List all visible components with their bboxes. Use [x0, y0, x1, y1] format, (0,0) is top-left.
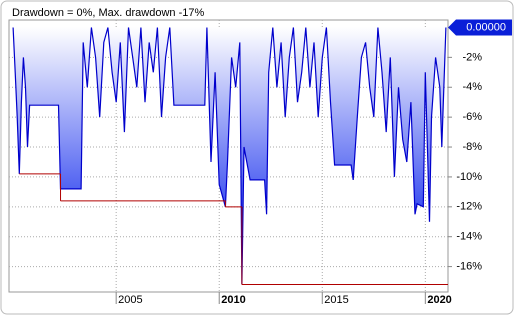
last-value-label: 0.00000	[466, 21, 506, 33]
y-tick-label: -4%	[462, 81, 482, 93]
y-tick-label: -6%	[462, 111, 482, 123]
y-tick-label: -16%	[456, 260, 482, 272]
chart-title: Drawdown = 0%, Max. drawdown -17%	[12, 7, 204, 19]
x-tick-label: 2015	[324, 294, 348, 306]
y-tick-label: -14%	[456, 231, 482, 243]
y-tick-label: -2%	[462, 51, 482, 63]
x-tick-label: 2020	[427, 294, 451, 306]
last-value-box	[448, 19, 512, 36]
x-tick-label: 2005	[118, 294, 142, 306]
y-tick-label: -8%	[462, 141, 482, 153]
y-tick-label: -10%	[456, 171, 482, 183]
drawdown-line	[12, 27, 447, 285]
drawdown-area	[13, 27, 446, 285]
y-tick-label: -12%	[456, 201, 482, 213]
x-tick-label: 2010	[221, 294, 245, 306]
